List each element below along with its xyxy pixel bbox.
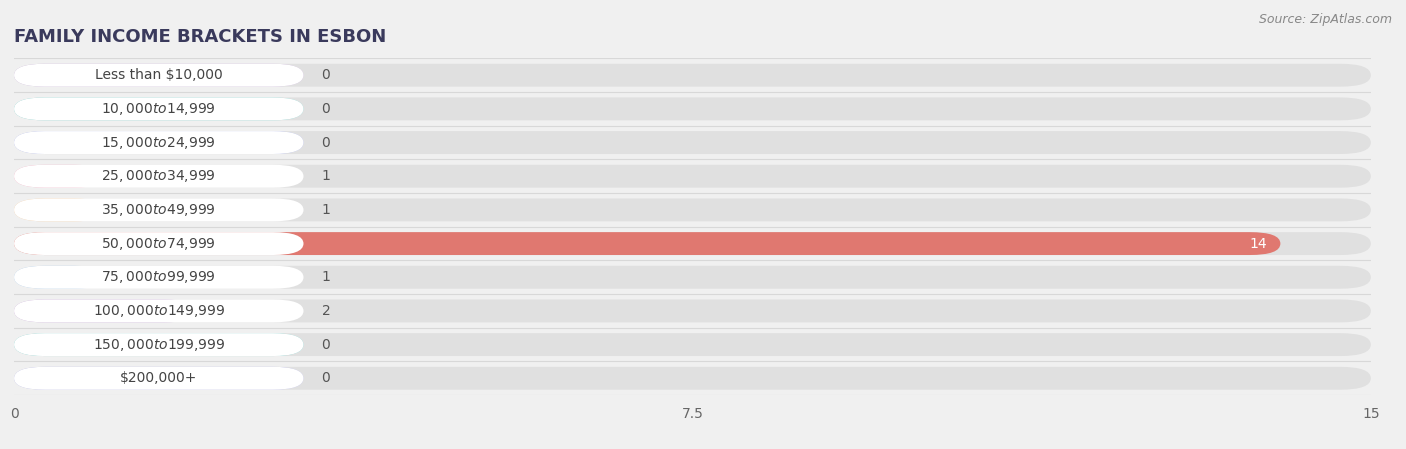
FancyBboxPatch shape xyxy=(14,333,304,356)
Text: $150,000 to $199,999: $150,000 to $199,999 xyxy=(93,337,225,352)
FancyBboxPatch shape xyxy=(14,97,1371,120)
FancyBboxPatch shape xyxy=(14,64,304,87)
Text: 0: 0 xyxy=(322,102,330,116)
FancyBboxPatch shape xyxy=(14,299,195,322)
FancyBboxPatch shape xyxy=(14,333,304,356)
FancyBboxPatch shape xyxy=(14,165,304,188)
Text: FAMILY INCOME BRACKETS IN ESBON: FAMILY INCOME BRACKETS IN ESBON xyxy=(14,28,387,46)
Text: 0: 0 xyxy=(322,68,330,82)
Text: $75,000 to $99,999: $75,000 to $99,999 xyxy=(101,269,217,285)
FancyBboxPatch shape xyxy=(14,165,1371,188)
Text: 1: 1 xyxy=(322,270,330,284)
FancyBboxPatch shape xyxy=(14,97,304,120)
Text: Less than $10,000: Less than $10,000 xyxy=(96,68,222,82)
Text: $10,000 to $14,999: $10,000 to $14,999 xyxy=(101,101,217,117)
FancyBboxPatch shape xyxy=(14,131,1371,154)
Text: $15,000 to $24,999: $15,000 to $24,999 xyxy=(101,135,217,150)
Text: 0: 0 xyxy=(322,371,330,385)
Text: 1: 1 xyxy=(322,169,330,183)
FancyBboxPatch shape xyxy=(14,165,104,188)
FancyBboxPatch shape xyxy=(14,198,304,221)
FancyBboxPatch shape xyxy=(14,367,304,390)
Text: 1: 1 xyxy=(322,203,330,217)
FancyBboxPatch shape xyxy=(14,131,304,154)
FancyBboxPatch shape xyxy=(14,367,304,390)
Text: 2: 2 xyxy=(322,304,330,318)
FancyBboxPatch shape xyxy=(14,198,1371,221)
FancyBboxPatch shape xyxy=(14,266,1371,289)
Text: 0: 0 xyxy=(322,338,330,352)
Text: $35,000 to $49,999: $35,000 to $49,999 xyxy=(101,202,217,218)
Text: $50,000 to $74,999: $50,000 to $74,999 xyxy=(101,236,217,251)
FancyBboxPatch shape xyxy=(14,299,1371,322)
FancyBboxPatch shape xyxy=(14,333,1371,356)
FancyBboxPatch shape xyxy=(14,198,104,221)
Text: 14: 14 xyxy=(1249,237,1267,251)
FancyBboxPatch shape xyxy=(14,64,1371,87)
Text: $200,000+: $200,000+ xyxy=(120,371,197,385)
Text: 0: 0 xyxy=(322,136,330,150)
FancyBboxPatch shape xyxy=(14,367,1371,390)
FancyBboxPatch shape xyxy=(14,131,304,154)
FancyBboxPatch shape xyxy=(14,64,304,87)
FancyBboxPatch shape xyxy=(14,266,304,289)
FancyBboxPatch shape xyxy=(14,232,1371,255)
FancyBboxPatch shape xyxy=(14,97,304,120)
Text: $100,000 to $149,999: $100,000 to $149,999 xyxy=(93,303,225,319)
FancyBboxPatch shape xyxy=(14,232,304,255)
FancyBboxPatch shape xyxy=(14,266,104,289)
Text: $25,000 to $34,999: $25,000 to $34,999 xyxy=(101,168,217,184)
Text: Source: ZipAtlas.com: Source: ZipAtlas.com xyxy=(1258,13,1392,26)
FancyBboxPatch shape xyxy=(14,299,304,322)
FancyBboxPatch shape xyxy=(14,232,1281,255)
